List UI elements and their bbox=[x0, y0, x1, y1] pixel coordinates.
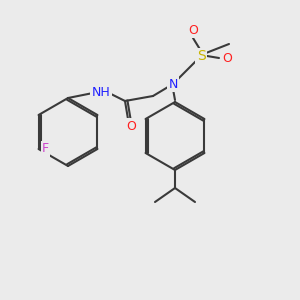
Text: F: F bbox=[42, 142, 49, 155]
Text: S: S bbox=[196, 49, 206, 63]
Text: O: O bbox=[222, 52, 232, 64]
Text: O: O bbox=[188, 23, 198, 37]
Text: O: O bbox=[126, 119, 136, 133]
Text: NH: NH bbox=[92, 86, 110, 100]
Text: N: N bbox=[168, 77, 178, 91]
